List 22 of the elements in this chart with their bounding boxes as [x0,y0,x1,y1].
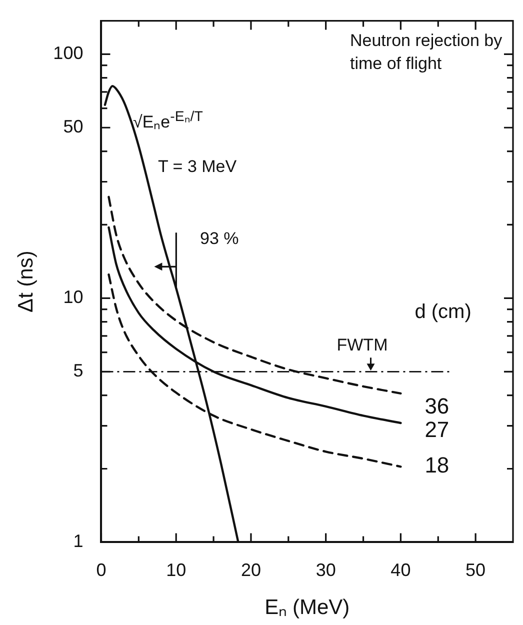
x-tick-label: 40 [390,560,411,580]
y-tick-label: 100 [53,43,84,64]
y-tick-label: 50 [63,116,84,137]
y-tick-label: 10 [63,287,84,308]
annotation: FWTM [336,335,388,354]
series-label: 27 [424,417,450,442]
x-tick-label: 10 [166,560,186,580]
annotation: √Eₙe$^{-Eₙ/T}$ [133,108,204,134]
x-tick-label: 0 [96,560,106,580]
annotation: T = 3 MeV [158,156,238,178]
annotation: 93 % [200,228,240,250]
legend-title: d (cm) [414,300,472,323]
annotation: Neutron rejection by time of flight [350,30,504,75]
x-axis-title: Eₙ (MeV) [264,596,350,620]
x-tick-label: 20 [240,560,261,580]
y-tick-label: 5 [73,360,84,381]
y-axis-title: Δt (ns) [14,250,38,312]
y-tick-label: 1 [73,531,84,552]
x-tick-label: 50 [466,560,486,580]
x-tick-label: 30 [316,560,336,580]
series-label: 18 [424,452,450,478]
series-label: 36 [424,394,450,419]
